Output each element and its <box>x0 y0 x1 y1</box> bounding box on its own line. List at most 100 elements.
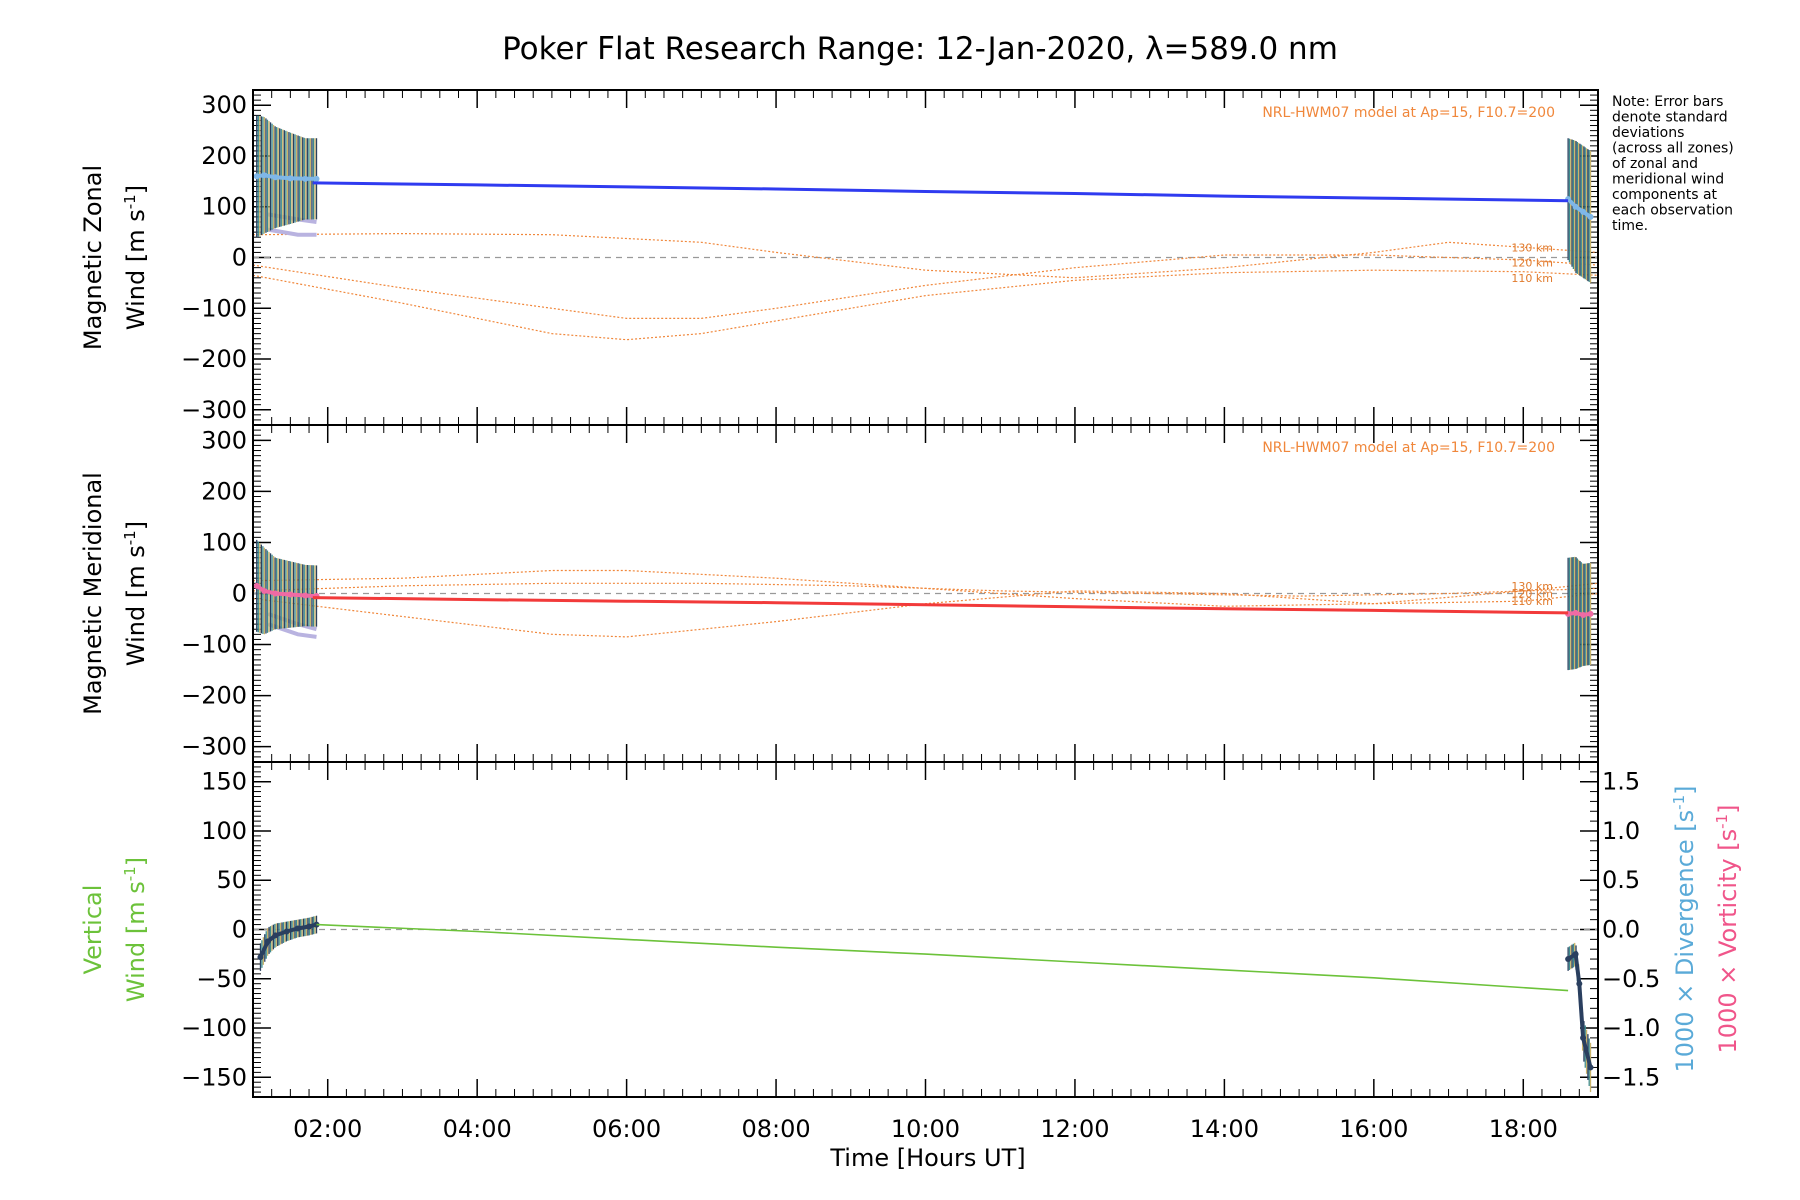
divergence-label-sup: -1 <box>1670 795 1688 810</box>
x-tick-label: 04:00 <box>443 1115 512 1143</box>
y-tick-label: 150 <box>201 768 247 796</box>
y-label-sup: -1 <box>121 194 139 209</box>
x-tick-label: 16:00 <box>1339 1115 1408 1143</box>
note-line: meridional wind <box>1612 172 1724 188</box>
observation-point <box>257 954 264 961</box>
x-tick-label: 12:00 <box>1040 1115 1109 1143</box>
y-tick-label: −50 <box>196 965 247 993</box>
model-label: NRL-HWM07 model at Ap=15, F10.7=200 <box>1262 440 1555 456</box>
model-curve <box>252 232 1599 279</box>
y-axis-label-line2: Wind [m s-1] <box>121 521 150 666</box>
observation-point <box>283 928 290 935</box>
model-curve <box>252 269 1599 341</box>
note-line: Note: Error bars <box>1612 94 1723 110</box>
observation-point <box>1587 1064 1594 1071</box>
y-axis-label-line2: Wind [m s-1] <box>121 185 150 330</box>
observation-point <box>1576 980 1583 987</box>
y-axis-label-line1: Magnetic Meridional <box>79 472 107 715</box>
observation-point <box>272 932 279 939</box>
y-tick-label: 100 <box>201 528 247 556</box>
observation-point <box>272 590 279 597</box>
observation-point <box>1580 208 1587 215</box>
x-tick-label: 18:00 <box>1489 1115 1558 1143</box>
y-tick-label: −150 <box>181 1063 247 1091</box>
y-tick-label: 300 <box>201 91 247 119</box>
altitude-label: 110 km <box>1511 595 1553 608</box>
y-tick-label: 0 <box>232 244 247 272</box>
y-tick-label: 200 <box>201 477 247 505</box>
y-label-close: ] <box>122 521 150 530</box>
observation-point <box>1565 956 1572 963</box>
observation-point <box>1580 611 1587 618</box>
divergence-label-text: 1000 × Divergence [s <box>1671 810 1699 1073</box>
fit-line <box>316 923 1569 992</box>
y-tick-label: 100 <box>201 193 247 221</box>
y-label-sup: -1 <box>121 530 139 545</box>
y-axis-label-line2: Wind [m s-1] <box>121 857 150 1002</box>
vorticity-axis-label: 1000 × Vorticity [s-1] <box>1713 805 1742 1054</box>
right-tick-label: 1.5 <box>1602 768 1640 796</box>
y-tick-label: −100 <box>181 1014 247 1042</box>
model-curve <box>252 582 1599 597</box>
observation-line <box>1566 197 1592 219</box>
y-tick-label: 50 <box>216 866 247 894</box>
vorticity-label-text: 1000 × Vorticity [s <box>1714 829 1742 1054</box>
model-curve <box>252 590 1599 638</box>
right-tick-label: 0.0 <box>1602 916 1640 944</box>
y-label-close: ] <box>122 185 150 194</box>
fit-line <box>312 596 1569 615</box>
x-tick-label: 06:00 <box>592 1115 661 1143</box>
y-label-text: Wind [m s <box>122 209 150 330</box>
vorticity-label-close: ] <box>1714 805 1742 814</box>
note-line: of zonal and <box>1612 156 1698 172</box>
panel-meridional: 300 200 100 0 −100 −200 −300 NRL-HWM07 model at… <box>79 424 1599 763</box>
observation-point <box>1580 1034 1587 1041</box>
note-line: (across all zones) <box>1612 141 1734 157</box>
y-tick-label: 0 <box>232 580 247 608</box>
fit-line <box>312 181 1569 203</box>
observation-point <box>302 592 309 599</box>
x-tick-label: 14:00 <box>1190 1115 1259 1143</box>
observation-point <box>287 175 294 182</box>
observation-point <box>253 582 260 589</box>
chart-panels: 300 200 100 0 −100 −200 −300 NRL-HWM07 model at… <box>79 89 1742 1098</box>
y-label-text: Wind [m s <box>122 545 150 666</box>
observation-point <box>287 591 294 598</box>
panel-frame <box>252 761 1599 1098</box>
y-tick-label: −300 <box>181 396 247 424</box>
note-line: each observation <box>1612 203 1733 219</box>
vorticity-label-sup: -1 <box>1713 814 1731 829</box>
observation-point <box>272 174 279 181</box>
y-axis-label-line1: Magnetic Zonal <box>79 165 107 350</box>
observation-point <box>306 923 313 930</box>
y-label-text: Wind [m s <box>122 881 150 1002</box>
model-label: NRL-HWM07 model at Ap=15, F10.7=200 <box>1262 105 1555 121</box>
x-tick-label: 10:00 <box>891 1115 960 1143</box>
observation-line <box>1566 950 1593 1068</box>
y-axis-label-line1: Vertical <box>79 885 107 975</box>
note-line: deviations <box>1612 125 1684 141</box>
observation-point <box>302 175 309 182</box>
note-line: components at <box>1612 187 1718 203</box>
altitude-label: 120 km <box>1511 588 1553 601</box>
x-axis-label: Time [Hours UT] <box>829 1144 1025 1172</box>
x-tick-label: 02:00 <box>293 1115 362 1143</box>
divergence-axis-label: 1000 × Divergence [s-1] <box>1670 785 1699 1072</box>
observation-point <box>1572 609 1579 616</box>
observation-point <box>313 175 320 182</box>
y-label-sup: -1 <box>121 866 139 881</box>
y-tick-label: −100 <box>181 294 247 322</box>
observation-line <box>1567 610 1591 617</box>
y-tick-label: −200 <box>181 682 247 710</box>
x-tick-label: 08:00 <box>741 1115 810 1143</box>
right-tick-label: −0.5 <box>1602 965 1660 993</box>
panel-zonal: 300 200 100 0 −100 −200 −300 NRL-HWM07 model at… <box>79 89 1599 426</box>
y-tick-label: −200 <box>181 345 247 373</box>
observation-point <box>1572 203 1579 210</box>
y-label-close: ] <box>122 857 150 866</box>
note-line: denote standard <box>1612 110 1728 126</box>
right-tick-label: −1.0 <box>1602 1014 1660 1042</box>
y-tick-label: 200 <box>201 142 247 170</box>
